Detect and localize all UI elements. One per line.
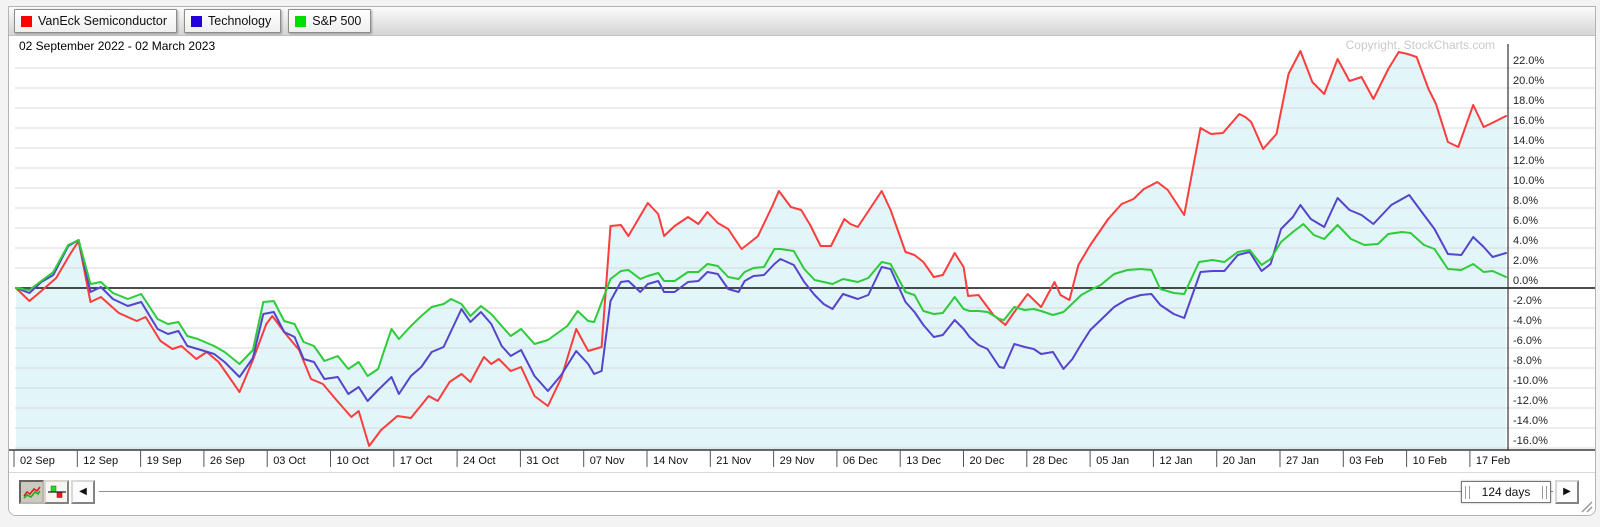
svg-text:18.0%: 18.0% [1513,95,1544,107]
svg-text:20 Dec: 20 Dec [970,455,1005,467]
svg-text:12 Sep: 12 Sep [83,455,118,467]
legend-label: VanEck Semiconductor [38,14,167,28]
legend-bar: VanEck Semiconductor Technology S&P 500 [9,7,1595,36]
legend-button-sp500[interactable]: S&P 500 [288,9,372,33]
svg-text:17 Feb: 17 Feb [1476,455,1510,467]
series-area-fills [16,51,1506,450]
svg-text:14.0%: 14.0% [1513,135,1544,147]
line-chart-mode-button[interactable] [19,480,44,504]
svg-text:2.0%: 2.0% [1513,255,1538,267]
histogram-mode-button[interactable] [44,480,69,504]
svg-text:13 Dec: 13 Dec [906,455,941,467]
svg-text:-14.0%: -14.0% [1513,415,1548,427]
svg-text:-10.0%: -10.0% [1513,375,1548,387]
svg-text:24 Oct: 24 Oct [463,455,495,467]
chart-region: 02 September 2022 - 02 March 2023 Copyri… [9,36,1595,474]
svg-text:31 Oct: 31 Oct [526,455,558,467]
date-range-title: 02 September 2022 - 02 March 2023 [19,39,216,53]
copyright-text: Copyright, StockCharts.com [1345,38,1495,52]
blue-series-swatch [191,15,202,27]
y-axis-labels: 22.0% 20.0% 18.0% 16.0% 14.0% 12.0% 10.0% 8.0% 6… [1513,55,1548,447]
svg-text:6.0%: 6.0% [1513,215,1538,227]
red-series-swatch [21,15,32,27]
bottom-control-bar: ◀ 124 days ▶ [9,472,1595,515]
svg-text:28 Dec: 28 Dec [1033,455,1068,467]
line-chart-icon [22,486,41,499]
performance-chart-plot[interactable]: 22.0% 20.0% 18.0% 16.0% 14.0% 12.0% 10.0% 8.0% 6… [9,36,1595,479]
y-gridlines [15,67,1595,449]
svg-text:27 Jan: 27 Jan [1286,455,1319,467]
svg-text:06 Dec: 06 Dec [843,455,878,467]
svg-text:10 Oct: 10 Oct [337,455,369,467]
series-line-s-p-500 [15,223,1507,377]
svg-text:19 Sep: 19 Sep [147,455,182,467]
svg-text:22.0%: 22.0% [1513,55,1544,67]
scroll-right-button[interactable]: ▶ [1555,480,1579,504]
svg-text:8.0%: 8.0% [1513,195,1538,207]
legend-button-vaneck-semiconductor[interactable]: VanEck Semiconductor [14,9,177,33]
left-arrow-icon: ◀ [79,486,87,497]
svg-text:-2.0%: -2.0% [1513,295,1542,307]
svg-text:02 Sep: 02 Sep [20,455,55,467]
series-line-vaneck-semiconductor [15,50,1507,447]
svg-text:-8.0%: -8.0% [1513,355,1542,367]
legend-label: Technology [208,14,272,28]
handle-grip-left [1465,485,1470,499]
green-series-swatch [295,15,307,27]
handle-grip-right [1541,485,1547,499]
perfchart-widget: VanEck Semiconductor Technology S&P 500 … [8,6,1596,516]
svg-text:05 Jan: 05 Jan [1096,455,1129,467]
svg-text:10 Feb: 10 Feb [1413,455,1447,467]
legend-button-technology[interactable]: Technology [184,9,282,33]
range-slider-handle[interactable]: 124 days [1461,481,1551,503]
svg-text:20.0%: 20.0% [1513,75,1544,87]
svg-text:12 Jan: 12 Jan [1159,455,1192,467]
svg-text:-16.0%: -16.0% [1513,435,1548,447]
svg-text:17 Oct: 17 Oct [400,455,432,467]
scroll-left-button[interactable]: ◀ [71,480,95,504]
svg-text:-12.0%: -12.0% [1513,395,1548,407]
svg-text:20 Jan: 20 Jan [1223,455,1256,467]
resize-grip-icon[interactable] [1578,498,1593,513]
range-days-label: 124 days [1481,485,1531,499]
range-slider-track[interactable] [99,491,1553,492]
svg-text:0.0%: 0.0% [1513,275,1538,287]
svg-text:29 Nov: 29 Nov [780,455,815,467]
svg-text:12.0%: 12.0% [1513,155,1544,167]
svg-text:4.0%: 4.0% [1513,235,1538,247]
svg-text:14 Nov: 14 Nov [653,455,688,467]
right-arrow-icon: ▶ [1563,486,1571,497]
svg-text:10.0%: 10.0% [1513,175,1544,187]
svg-text:03 Oct: 03 Oct [273,455,305,467]
legend-label: S&P 500 [312,14,362,28]
x-axis-labels: 02 Sep 12 Sep 19 Sep 26 Sep 03 Oct 10 Oct 17 O… [13,450,1510,467]
svg-text:21 Nov: 21 Nov [716,455,751,467]
svg-text:26 Sep: 26 Sep [210,455,245,467]
histogram-icon [47,485,66,498]
svg-text:-4.0%: -4.0% [1513,315,1542,327]
svg-text:07 Nov: 07 Nov [590,455,625,467]
svg-text:-6.0%: -6.0% [1513,335,1542,347]
series-line-technology [15,194,1507,402]
svg-text:03 Feb: 03 Feb [1349,455,1383,467]
svg-text:16.0%: 16.0% [1513,115,1544,127]
